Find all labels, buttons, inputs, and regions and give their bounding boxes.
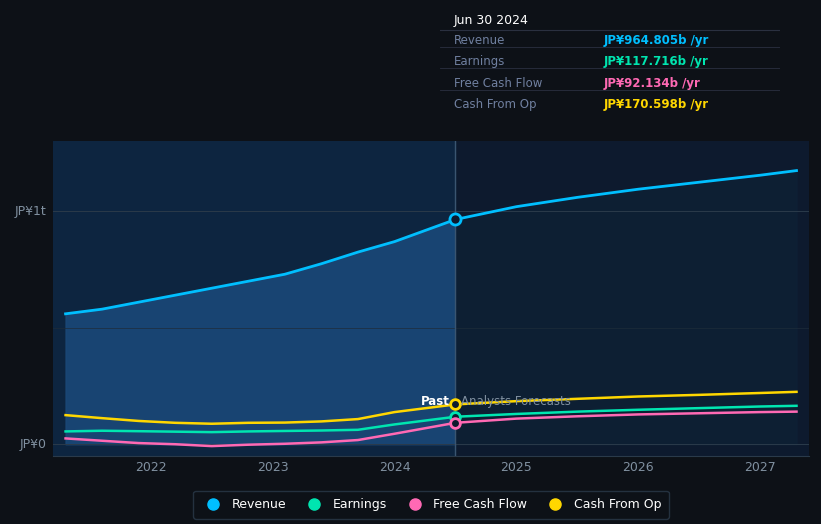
Bar: [53, 141, 456, 456]
Text: JP¥1t: JP¥1t: [15, 205, 47, 218]
Text: JP¥964.805b /yr: JP¥964.805b /yr: [603, 34, 709, 47]
Legend: Revenue, Earnings, Free Cash Flow, Cash From Op: Revenue, Earnings, Free Cash Flow, Cash …: [193, 491, 669, 519]
Text: JP¥0: JP¥0: [20, 438, 47, 451]
Text: JP¥170.598b /yr: JP¥170.598b /yr: [603, 99, 709, 112]
Text: Earnings: Earnings: [454, 55, 505, 68]
Text: Free Cash Flow: Free Cash Flow: [454, 77, 542, 90]
Text: JP¥92.134b /yr: JP¥92.134b /yr: [603, 77, 700, 90]
Text: Cash From Op: Cash From Op: [454, 99, 536, 112]
Text: Analysts Forecasts: Analysts Forecasts: [461, 395, 571, 408]
Text: JP¥117.716b /yr: JP¥117.716b /yr: [603, 55, 708, 68]
Text: Past: Past: [420, 395, 449, 408]
Text: Revenue: Revenue: [454, 34, 505, 47]
Text: Jun 30 2024: Jun 30 2024: [454, 14, 529, 27]
